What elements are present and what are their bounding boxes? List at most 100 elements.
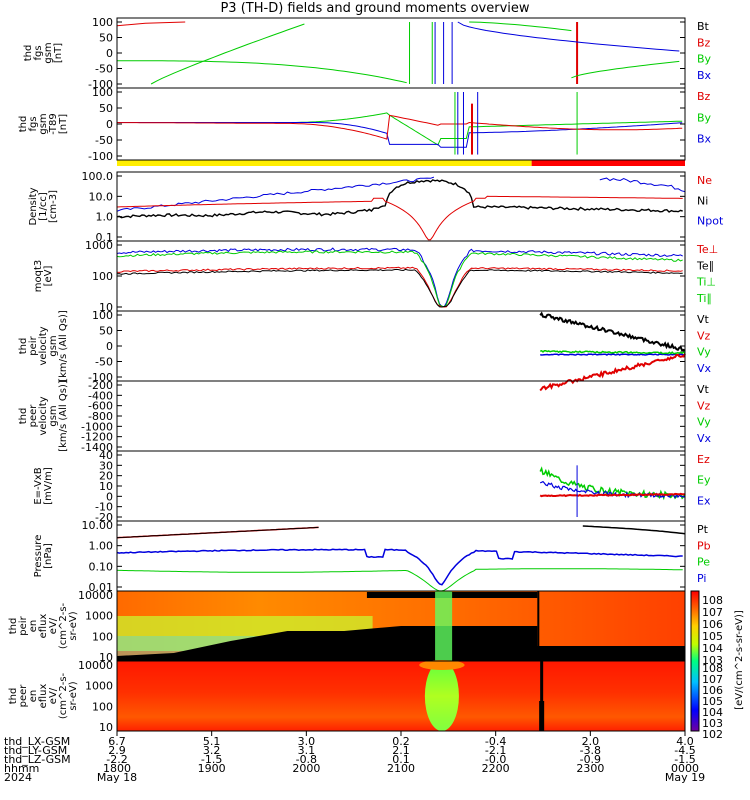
panel-p9-spectrogram (117, 591, 685, 661)
colorbar-tick: 105 (702, 695, 723, 708)
x-axis-value: 3.1 (298, 744, 316, 757)
series-pt (582, 525, 686, 535)
y-axis-label-line: [km/s (All Qs)] (58, 380, 69, 452)
colorbar-tick: 108 (702, 594, 723, 607)
x-axis-value: 0000 (671, 762, 699, 775)
x-axis-value: -2.2 (106, 753, 127, 766)
y-tick-label: 0 (106, 118, 113, 131)
y-axis-label-line: peir (28, 335, 39, 355)
x-axis-value: 2300 (576, 762, 604, 775)
spectrogram-column (435, 591, 453, 661)
legend-entry: Ni (697, 194, 708, 207)
colorbar-label: [eV/(cm^2-s-sr-eV)] (734, 610, 745, 710)
legend-entry: Ti⊥ (696, 276, 716, 289)
y-tick-label: 50 (99, 102, 113, 115)
y-tick-label: 10 (99, 480, 113, 493)
panel-frame (116, 380, 686, 452)
y-tick-label: 100 (92, 86, 113, 99)
y-axis-label-line: (cm^2-s- (58, 672, 69, 719)
legend-entry: Ez (697, 453, 710, 466)
y-axis-label-line: peer (18, 684, 29, 708)
y-tick-label: 0.1 (96, 231, 114, 244)
y-axis-label: thd peer en eflux eV/(cm^2-s-sr-eV) (8, 672, 79, 719)
y-axis-label-line: thd (18, 116, 29, 133)
x-axis-row-label: thd_LX-GSM (4, 735, 70, 748)
x-axis-value: -2.1 (485, 744, 506, 757)
legend-entry: Vz (697, 329, 711, 342)
status-bar-yellow (117, 160, 532, 166)
x-axis-value: 0.2 (392, 735, 410, 748)
series-bx (117, 122, 683, 148)
series-te-perp (116, 266, 683, 308)
colorbar: 108107106105104103108107106105104103102[… (690, 590, 745, 741)
y-axis-label-line: Pressure (33, 535, 44, 578)
colorbar-tick: 104 (702, 706, 723, 719)
y-axis-label-line: fgs (33, 45, 44, 60)
legend-entry: Ex (697, 494, 711, 507)
y-axis-label-line: sr-eV) (68, 681, 79, 710)
y-tick-label: 50 (99, 325, 113, 338)
panel-p2-data (116, 92, 683, 155)
y-tick-label: 10 (99, 721, 113, 734)
panel-p7-data (539, 465, 686, 517)
colorbar-tick: 108 (702, 662, 723, 675)
y-tick-label: 100 (92, 700, 113, 713)
x-axis-value: 2.9 (108, 744, 126, 757)
y-axis-label-line: [nPa] (43, 543, 54, 569)
y-axis-label-line: fgs (28, 116, 39, 131)
series-vt (539, 311, 686, 352)
panel-p5: 100 50 0 -50 -100 thd peir velocity gsm [km/s (Al… (18, 309, 712, 384)
legend-entry: Bt (697, 20, 710, 33)
series-bz (116, 114, 683, 140)
x-axis-value: 3.0 (298, 735, 316, 748)
series-vx (540, 353, 686, 356)
x-axis-value: -0.4 (485, 735, 506, 748)
y-axis-label-line: [mV/m] (43, 467, 54, 505)
x-axis-value: 2000 (292, 762, 320, 775)
x-axis-row-label: thd_LY-GSM (4, 744, 67, 757)
y-axis-label-line: en (28, 690, 39, 703)
series-npot (599, 177, 686, 193)
legend-entry: Pt (697, 523, 709, 536)
panel-p3: 100.0 10.0 1.0 0.1 Density [1/cc] [cm-3] Ne Ni Np… (28, 170, 724, 244)
x-axis-value: May 19 (665, 771, 705, 784)
panel-p2: 100 50 0 -50 -100 thd fgs gsm -T89 [nT] Bz By Bx (18, 86, 712, 163)
y-axis-label-line: gsm (48, 335, 59, 356)
x-axis-row-label: thd_LZ-GSM (4, 753, 71, 766)
series-te-par (116, 268, 683, 308)
y-axis-label-line: thd (8, 688, 19, 705)
y-axis-label: Density [1/cc] [cm-3] (28, 187, 59, 225)
spectrogram-cap (419, 660, 465, 670)
y-axis-label-line: peir (18, 615, 29, 635)
y-tick-label: 30 (99, 459, 113, 472)
y-tick-label: -1200 (81, 431, 113, 444)
y-axis-label-line: thd (23, 45, 34, 62)
x-axis-value: -0.8 (296, 753, 317, 766)
y-tick-label: 0 (106, 47, 113, 60)
x-axis-row-label: hhmm (4, 762, 39, 775)
series-ti-par (116, 250, 683, 308)
legend-entry: Pe (697, 556, 710, 569)
series-bz (116, 21, 186, 27)
y-tick-label: -600 (88, 400, 113, 413)
legend-entry: By (697, 53, 712, 66)
series-ni (116, 179, 683, 219)
spectrogram-column (424, 661, 459, 731)
y-tick-label: 100 (92, 270, 113, 283)
y-axis-label-line: thd (18, 408, 29, 425)
y-tick-label: -1400 (81, 441, 113, 454)
series-by-late (571, 60, 680, 79)
y-tick-label: -20 (95, 511, 113, 524)
y-tick-label: 10 (99, 651, 113, 664)
y-tick-label: 40 (99, 449, 113, 462)
y-axis-label-line: Density (28, 187, 39, 225)
y-axis-label-line: sr-eV) (68, 611, 79, 640)
y-tick-label: -100 (88, 371, 113, 384)
y-axis-label-line: gsm (43, 42, 54, 63)
status-bar-red (531, 160, 685, 166)
y-axis-label-line: velocity (38, 326, 49, 365)
y-tick-label: -800 (88, 410, 113, 423)
panel-p4: 1000 100 10 moqt3 [eV] Te⊥ Te∥ Ti⊥ Ti∥ (33, 239, 718, 314)
